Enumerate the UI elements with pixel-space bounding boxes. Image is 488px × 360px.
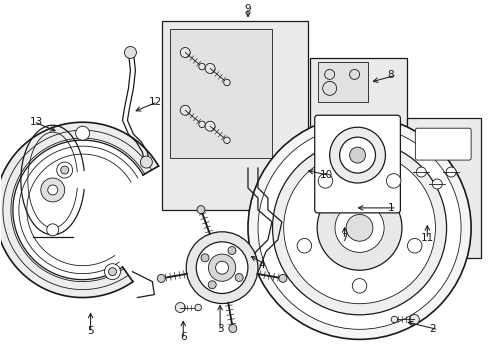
Text: 3: 3 — [216, 324, 223, 334]
Circle shape — [386, 174, 400, 188]
Text: 9: 9 — [244, 4, 251, 14]
Circle shape — [408, 315, 419, 324]
Circle shape — [199, 63, 205, 70]
Circle shape — [140, 156, 152, 168]
Bar — [162, 21, 307, 210]
Circle shape — [415, 167, 426, 177]
Circle shape — [196, 242, 247, 293]
Text: 11: 11 — [420, 233, 433, 243]
Circle shape — [61, 166, 68, 174]
Circle shape — [223, 79, 230, 86]
FancyBboxPatch shape — [314, 115, 400, 213]
Circle shape — [205, 121, 215, 131]
Circle shape — [208, 281, 216, 289]
Circle shape — [47, 224, 59, 236]
Circle shape — [346, 215, 372, 241]
Bar — [317, 62, 367, 102]
Circle shape — [407, 238, 421, 253]
Circle shape — [431, 179, 441, 189]
Circle shape — [186, 232, 258, 303]
Circle shape — [339, 137, 375, 173]
Bar — [170, 28, 271, 158]
FancyBboxPatch shape — [414, 128, 470, 160]
Polygon shape — [0, 122, 158, 298]
Circle shape — [258, 126, 460, 329]
Circle shape — [57, 162, 73, 178]
Circle shape — [223, 137, 230, 144]
Circle shape — [324, 69, 334, 80]
Text: 1: 1 — [386, 203, 393, 213]
Circle shape — [390, 316, 397, 323]
Circle shape — [329, 127, 385, 183]
Circle shape — [41, 178, 64, 202]
Circle shape — [195, 304, 201, 311]
Circle shape — [235, 274, 243, 282]
Circle shape — [124, 46, 136, 58]
Circle shape — [227, 247, 235, 255]
Circle shape — [278, 274, 286, 282]
Text: 13: 13 — [29, 117, 42, 127]
Circle shape — [318, 174, 332, 188]
Circle shape — [180, 48, 190, 58]
Circle shape — [76, 126, 89, 140]
Circle shape — [247, 116, 470, 339]
Bar — [407, 118, 480, 258]
Circle shape — [180, 105, 190, 115]
Circle shape — [104, 264, 120, 280]
Circle shape — [197, 206, 204, 213]
Text: 6: 6 — [180, 332, 186, 342]
Text: 5: 5 — [87, 327, 94, 336]
Circle shape — [317, 185, 401, 270]
Circle shape — [297, 238, 311, 253]
Text: 8: 8 — [386, 71, 393, 80]
Circle shape — [351, 279, 366, 293]
Circle shape — [157, 274, 165, 282]
Circle shape — [205, 63, 215, 73]
Circle shape — [349, 147, 365, 163]
Circle shape — [199, 121, 205, 127]
Circle shape — [334, 203, 383, 252]
Circle shape — [228, 324, 236, 333]
Circle shape — [108, 268, 116, 276]
Circle shape — [283, 152, 434, 304]
Circle shape — [48, 185, 58, 195]
Text: 12: 12 — [148, 97, 162, 107]
Circle shape — [446, 167, 455, 177]
Circle shape — [349, 69, 359, 80]
Circle shape — [175, 302, 185, 312]
Text: 7: 7 — [341, 233, 347, 243]
Text: 10: 10 — [319, 170, 332, 180]
Circle shape — [201, 254, 208, 262]
Bar — [309, 58, 407, 218]
Circle shape — [322, 81, 336, 95]
Circle shape — [208, 254, 235, 281]
Text: 4: 4 — [258, 260, 264, 270]
Circle shape — [272, 141, 446, 315]
Circle shape — [215, 261, 228, 274]
Text: 2: 2 — [428, 324, 435, 334]
